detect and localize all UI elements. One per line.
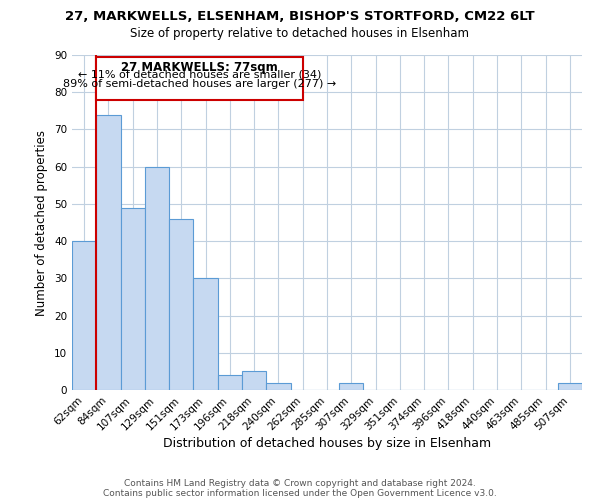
X-axis label: Distribution of detached houses by size in Elsenham: Distribution of detached houses by size … [163, 438, 491, 450]
Text: 27, MARKWELLS, ELSENHAM, BISHOP'S STORTFORD, CM22 6LT: 27, MARKWELLS, ELSENHAM, BISHOP'S STORTF… [65, 10, 535, 23]
Bar [121, 208, 145, 390]
Bar [72, 241, 96, 390]
Text: 89% of semi-detached houses are larger (277) →: 89% of semi-detached houses are larger (… [63, 79, 336, 89]
Text: Size of property relative to detached houses in Elsenham: Size of property relative to detached ho… [131, 28, 470, 40]
Bar [193, 278, 218, 390]
Bar [242, 372, 266, 390]
Bar [339, 382, 364, 390]
FancyBboxPatch shape [96, 57, 303, 100]
Bar [266, 382, 290, 390]
Bar [145, 166, 169, 390]
Text: 27 MARKWELLS: 77sqm: 27 MARKWELLS: 77sqm [121, 60, 278, 74]
Bar [218, 375, 242, 390]
Text: Contains HM Land Registry data © Crown copyright and database right 2024.: Contains HM Land Registry data © Crown c… [124, 478, 476, 488]
Text: ← 11% of detached houses are smaller (34): ← 11% of detached houses are smaller (34… [78, 69, 321, 79]
Text: Contains public sector information licensed under the Open Government Licence v3: Contains public sector information licen… [103, 488, 497, 498]
Bar [96, 114, 121, 390]
Bar [558, 382, 582, 390]
Bar [169, 219, 193, 390]
Y-axis label: Number of detached properties: Number of detached properties [35, 130, 49, 316]
